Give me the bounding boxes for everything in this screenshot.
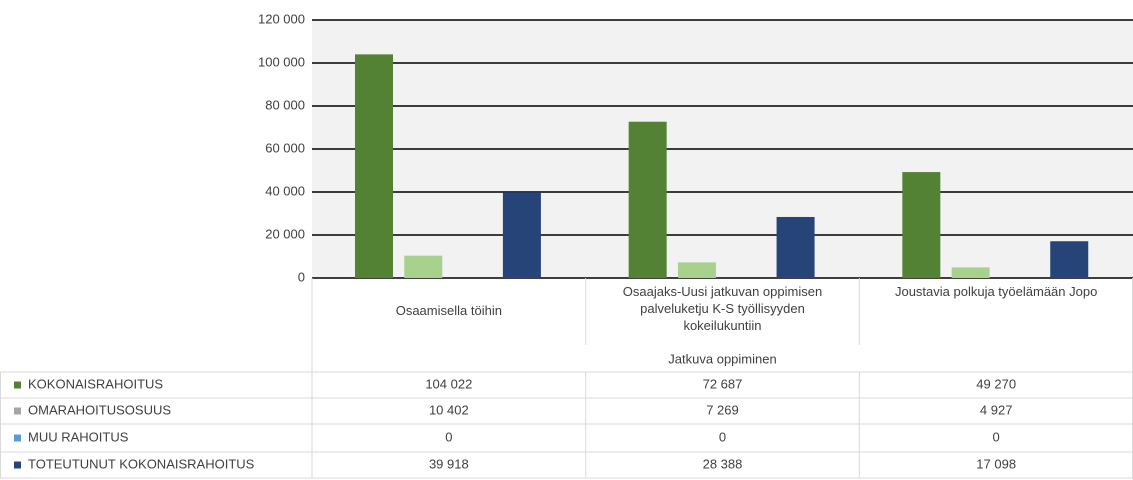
table-value: 104 022 xyxy=(425,376,472,391)
table-value: 7 269 xyxy=(706,402,739,417)
bar xyxy=(502,192,541,278)
y-tick-label: 60 000 xyxy=(265,140,305,155)
bar xyxy=(355,54,393,279)
y-tick-label: 120 000 xyxy=(258,11,305,26)
table-value: 39 918 xyxy=(429,456,469,471)
bar xyxy=(902,172,941,278)
y-tick-label: 20 000 xyxy=(265,226,305,241)
table-value: 10 402 xyxy=(429,402,469,417)
y-tick-label: 0 xyxy=(298,269,305,284)
legend-marker xyxy=(14,434,21,442)
table-value: 0 xyxy=(445,429,452,444)
legend-label: TOTEUTUNUT KOKONAISRAHOITUS xyxy=(28,456,255,471)
table-value: 0 xyxy=(719,429,726,444)
table-value: 72 687 xyxy=(703,376,743,391)
legend-label: MUU RAHOITUS xyxy=(28,429,129,444)
y-tick-label: 80 000 xyxy=(265,97,305,112)
y-tick-label: 40 000 xyxy=(265,183,305,198)
table-value: 49 270 xyxy=(976,376,1016,391)
legend-marker xyxy=(14,381,21,389)
table-value: 17 098 xyxy=(976,456,1016,471)
bar xyxy=(951,267,990,278)
bar xyxy=(628,121,667,278)
legend-marker xyxy=(14,461,21,469)
bar xyxy=(1050,241,1089,278)
x-tick-label: Osaamisella töihin xyxy=(395,303,502,318)
x-tick-label: Joustavia polkuja työelämään Jopo xyxy=(894,284,1098,299)
legend-marker xyxy=(14,407,21,415)
table-value: 4 927 xyxy=(980,402,1013,417)
bar xyxy=(776,216,815,278)
category-group-label: Jatkuva oppiminen xyxy=(668,351,776,366)
x-tick-label: Osaajaks-Uusi jatkuvan oppimisen palvelu… xyxy=(622,284,823,333)
y-tick-label: 100 000 xyxy=(258,54,305,69)
legend-label: OMARAHOITUSOSUUS xyxy=(28,402,171,417)
bar xyxy=(677,262,716,278)
bar xyxy=(404,255,443,278)
table-value: 0 xyxy=(993,429,1000,444)
legend-label: KOKONAISRAHOITUS xyxy=(28,376,163,391)
table-value: 28 388 xyxy=(703,456,743,471)
